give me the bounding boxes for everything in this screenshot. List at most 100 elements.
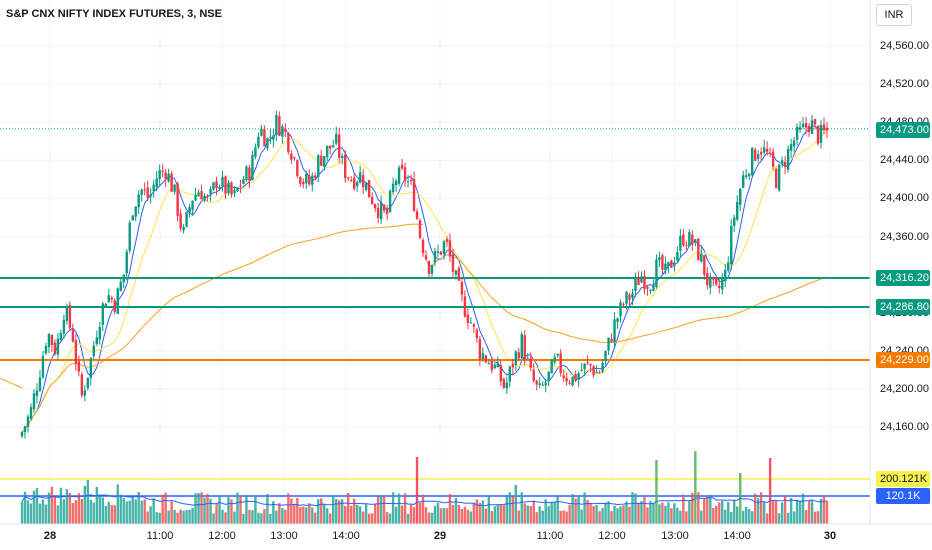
- volume-bar: [511, 496, 514, 524]
- candle-body: [284, 128, 287, 132]
- candle: [341, 153, 344, 165]
- volume-bar: [574, 498, 577, 524]
- candle: [523, 330, 526, 366]
- candle-body: [454, 270, 458, 275]
- candle: [712, 276, 715, 287]
- candle-body: [332, 145, 335, 148]
- time-axis-label: 29: [433, 530, 447, 542]
- candle: [568, 379, 571, 386]
- volume-bar: [577, 496, 580, 524]
- volume-bar: [673, 503, 676, 524]
- volume-bar: [730, 512, 733, 524]
- candle: [293, 156, 296, 161]
- candle-body: [496, 362, 500, 368]
- candle: [655, 254, 658, 289]
- volume-bar: [352, 498, 356, 524]
- candle: [173, 184, 176, 195]
- candle-body: [655, 259, 658, 288]
- candle: [400, 158, 404, 170]
- horizontal-levels[interactable]: [0, 128, 870, 497]
- volume-bar: [445, 508, 449, 524]
- candle-body: [179, 213, 182, 229]
- candle: [508, 365, 511, 388]
- time-axis-label: 30: [823, 530, 837, 542]
- volume-bar: [748, 508, 751, 524]
- volume-bar: [586, 499, 589, 524]
- volume-bar: [424, 507, 428, 524]
- time-axis-label: 14:00: [332, 530, 360, 542]
- candle-body: [652, 284, 655, 291]
- candle: [50, 334, 54, 353]
- candle-body: [194, 194, 197, 201]
- volume-bar: [499, 504, 503, 524]
- candle: [101, 301, 104, 332]
- candle-body: [245, 166, 248, 181]
- volume-bar: [712, 507, 715, 524]
- currency-button[interactable]: INR: [876, 4, 912, 26]
- candle: [460, 276, 464, 302]
- price-axis-label: 24,400.00: [880, 192, 929, 205]
- candle: [810, 114, 814, 135]
- candle: [403, 162, 407, 187]
- volume-bar: [41, 499, 45, 524]
- time-axis-label: 14:00: [723, 530, 751, 542]
- candle-body: [774, 168, 778, 189]
- candle-body: [338, 134, 341, 158]
- candle: [535, 379, 538, 391]
- volume-bar: [786, 512, 790, 524]
- candle: [209, 186, 212, 202]
- candle: [580, 363, 583, 372]
- candle: [382, 203, 386, 214]
- volume-bar: [718, 502, 721, 524]
- candle-body: [266, 138, 269, 149]
- candle: [379, 195, 383, 225]
- candle-body: [439, 251, 443, 255]
- candle-body: [385, 209, 389, 215]
- candle: [65, 303, 69, 325]
- volume-bar: [667, 502, 670, 524]
- volume-bar: [206, 493, 209, 524]
- candle: [661, 253, 664, 275]
- candle: [248, 164, 251, 189]
- candle: [736, 195, 739, 222]
- candle: [29, 403, 33, 421]
- candle: [673, 256, 676, 272]
- volume-bar: [400, 505, 404, 524]
- candle-body: [469, 322, 473, 324]
- candle-body: [520, 334, 523, 358]
- candle-body: [257, 136, 260, 148]
- candle: [487, 358, 491, 365]
- candle-body: [278, 116, 281, 136]
- volume-bar: [167, 510, 170, 524]
- candle-body: [29, 407, 33, 419]
- volume-bar: [209, 498, 212, 524]
- volume-bar: [191, 507, 194, 524]
- candle-body: [47, 334, 51, 348]
- price-axis-label: 24,360.00: [880, 230, 929, 243]
- candle-body: [505, 382, 508, 389]
- candle-body: [269, 136, 272, 138]
- candle-body: [730, 226, 733, 265]
- candle-body: [242, 179, 245, 185]
- candle: [155, 170, 158, 192]
- candle: [278, 111, 281, 137]
- candle: [550, 358, 553, 374]
- volume-bar: [472, 503, 476, 524]
- candles[interactable]: [20, 110, 829, 439]
- candle: [649, 288, 652, 295]
- candle: [574, 370, 577, 383]
- volume-bar: [260, 513, 263, 524]
- candle-body: [625, 291, 628, 304]
- candle: [709, 272, 712, 295]
- candle-body: [801, 123, 805, 128]
- volume-bar: [323, 504, 326, 524]
- candle: [768, 147, 772, 158]
- volume-bar: [688, 501, 691, 524]
- volume-bar: [409, 504, 413, 524]
- symbol-legend[interactable]: S&P CNX NIFTY INDEX FUTURES, 3, NSE: [6, 8, 222, 20]
- candle-body: [311, 175, 314, 185]
- candle-body: [188, 207, 191, 214]
- candle-body: [807, 125, 811, 133]
